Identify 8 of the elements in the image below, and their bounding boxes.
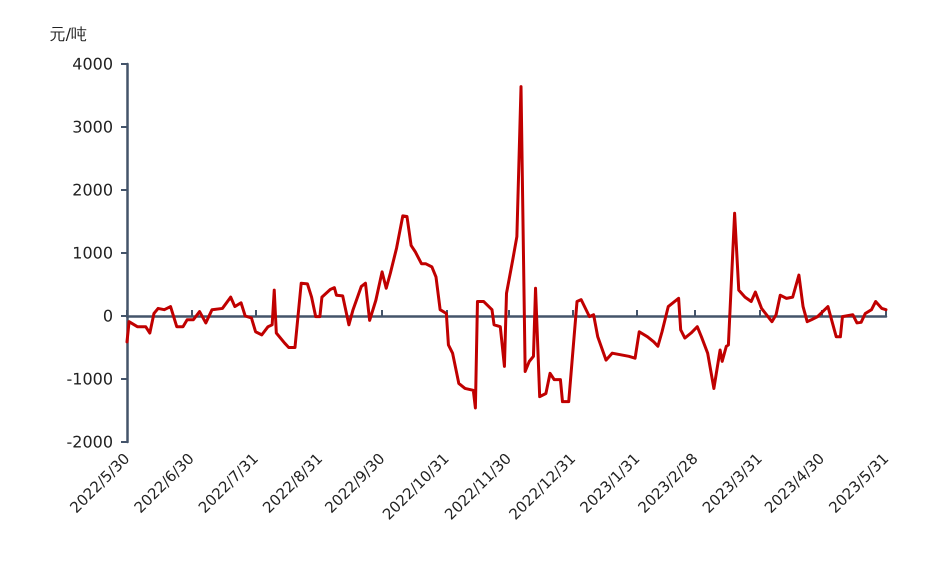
y-tick-label: -2000 (66, 432, 113, 452)
y-axis-title: 元/吨 (50, 24, 87, 44)
y-tick-label: 2000 (72, 180, 113, 200)
y-tick-label: 4000 (72, 54, 113, 74)
y-tick-label: 0 (102, 306, 113, 326)
y-tick-label: -1000 (66, 370, 113, 388)
y-tick-label: 1000 (72, 244, 113, 262)
y-tick-label: 3000 (72, 118, 113, 136)
